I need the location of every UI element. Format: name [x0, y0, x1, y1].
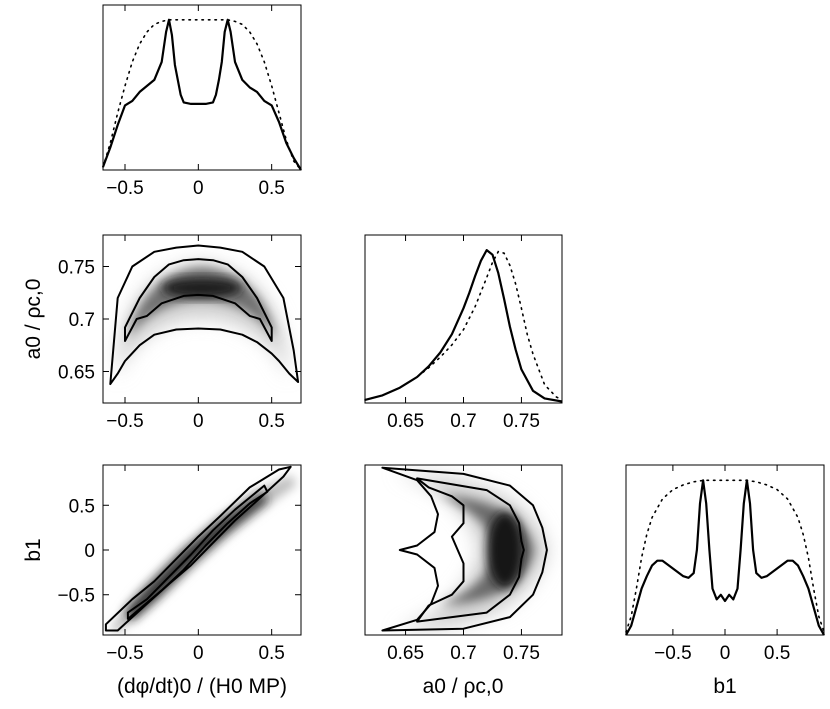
x-tick-label: −0.5	[654, 643, 692, 664]
y-tick-label: 0.5	[69, 496, 95, 517]
axis-ticks: 0.65 0.7 0.75	[387, 465, 540, 664]
y-axis-label-b1: b1	[22, 538, 45, 561]
x-ticks: −0.5 0 0.5	[106, 5, 285, 199]
y-axis-label-a0: a0 / ρc,0	[22, 279, 45, 360]
x-tick-label: 0	[720, 643, 731, 664]
axis-ticks: −0.5 0 0.5 0.5 0 −0.5	[57, 465, 301, 664]
x-axis-label-a0: a0 / ρc,0	[423, 675, 504, 698]
x-tick-label: 0	[193, 643, 204, 664]
panel-b1-vs-a0: 0.65 0.7 0.75	[364, 464, 563, 664]
contours	[109, 244, 300, 386]
x-tick-label: −0.5	[106, 178, 144, 199]
density-shading	[395, 472, 548, 632]
curves	[101, 18, 302, 171]
x-tick-label: 0.5	[258, 411, 284, 432]
axis-ticks: −0.5 0 0.5 0.65 0.7 0.75	[58, 235, 301, 432]
y-tick-label: 0	[84, 541, 95, 562]
contours	[104, 465, 292, 632]
x-tick-label: 0.5	[258, 643, 284, 664]
x-tick-label: 0.7	[450, 411, 476, 432]
x-tick-label: −0.5	[106, 643, 144, 664]
x-axis-label-text: b1	[713, 675, 736, 698]
x-tick-label: 0.75	[503, 411, 540, 432]
x-tick-label: 0.5	[764, 643, 790, 664]
y-tick-label: −0.5	[57, 586, 95, 607]
panel-frame	[364, 234, 563, 404]
x-tick-label: 0.75	[503, 643, 540, 664]
x-tick-label: 0.5	[258, 178, 284, 199]
panel-frame	[625, 464, 825, 636]
x-axis-label-text: a0 / ρc,0	[423, 675, 504, 698]
panel-a0-marginal: 0.65 0.7 0.75	[364, 234, 563, 432]
x-tick-label: −0.5	[106, 411, 144, 432]
x-tick-label: 0	[193, 411, 204, 432]
y-axis-label-text: b1	[22, 538, 45, 561]
dotted-curve	[102, 19, 302, 171]
inner-contour	[124, 258, 273, 342]
x-tick-label: 0	[193, 178, 204, 199]
y-tick-label: 0.7	[69, 310, 95, 331]
y-tick-label: 0.75	[58, 258, 95, 279]
panel-b1-vs-phidot: −0.5 0 0.5 0.5 0 −0.5	[57, 464, 302, 664]
outer-contour	[109, 244, 300, 386]
solid-curve	[625, 479, 825, 636]
solid-curve	[101, 18, 302, 171]
dotted-curve	[364, 250, 563, 401]
x-tick-label: 0.65	[387, 411, 424, 432]
panel-phidot-marginal: −0.5 0 0.5	[101, 4, 302, 199]
panel-frame	[102, 4, 302, 171]
x-ticks: −0.5 0 0.5	[654, 465, 790, 664]
outer-contour	[104, 465, 292, 632]
outer-contour	[381, 466, 548, 632]
curves	[625, 479, 825, 636]
density-shading	[117, 262, 289, 378]
contours	[381, 466, 548, 632]
curves	[364, 249, 563, 403]
x-tick-label: 0.7	[450, 643, 476, 664]
x-axis-label-b1: b1	[713, 675, 736, 698]
x-ticks: 0.65 0.7 0.75	[387, 235, 540, 432]
panel-b1-marginal: −0.5 0 0.5	[625, 464, 825, 664]
solid-curve	[364, 249, 563, 403]
y-axis-label-text: a0 / ρc,0	[22, 279, 45, 360]
panel-a0-vs-phidot: −0.5 0 0.5 0.65 0.7 0.75	[58, 234, 302, 432]
x-axis-label-phidot: (dφ/dt)0 / (H0 MP)	[117, 675, 287, 698]
y-tick-label: 0.65	[58, 363, 95, 384]
dotted-curve	[625, 479, 825, 633]
x-axis-label-text: (dφ/dt)0 / (H0 MP)	[117, 675, 287, 698]
x-tick-label: 0.65	[387, 643, 424, 664]
